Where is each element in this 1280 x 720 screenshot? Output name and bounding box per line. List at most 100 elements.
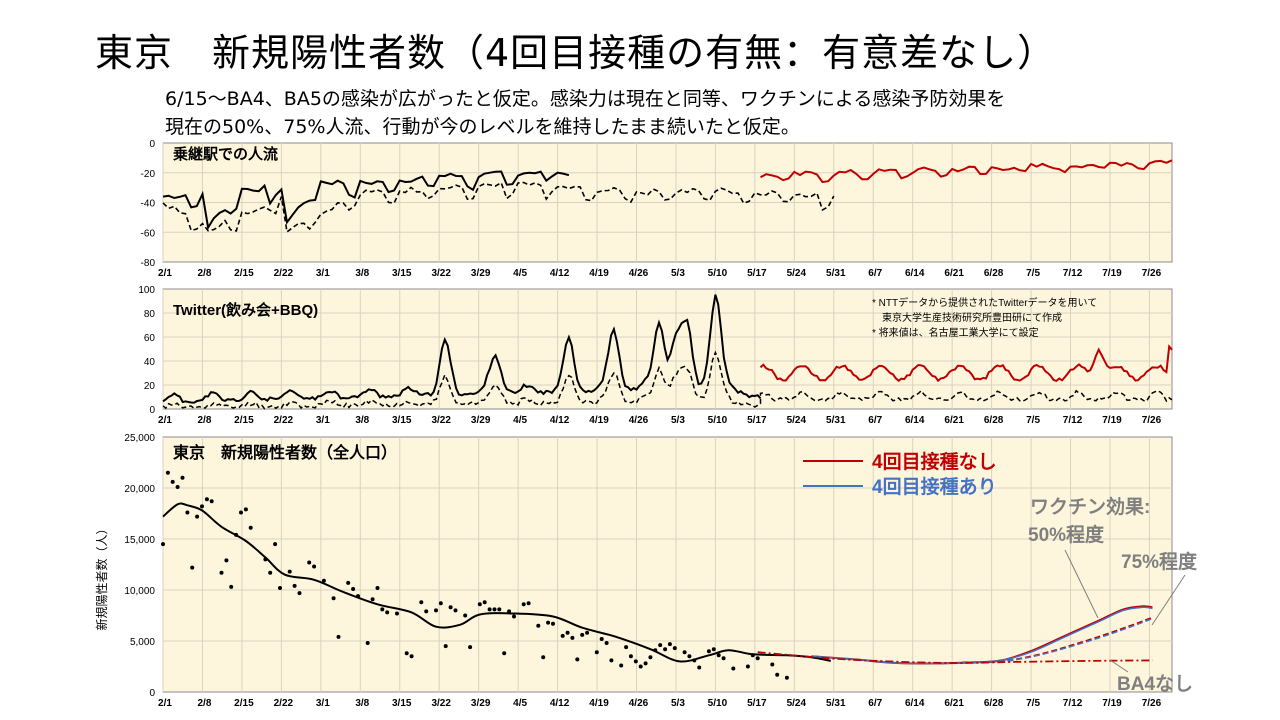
panel-0-x-tick-label: 3/15 bbox=[392, 268, 412, 279]
panel-1-x-tick-label: 4/12 bbox=[550, 415, 570, 426]
panel-1-x-tick-label: 2/1 bbox=[158, 415, 172, 426]
annotation-pointer-50 bbox=[1064, 549, 1099, 619]
case-data-point bbox=[229, 584, 234, 589]
case-data-point bbox=[200, 504, 204, 509]
panel-0-x-tick-label: 2/8 bbox=[198, 268, 212, 279]
case-data-point bbox=[380, 607, 385, 612]
case-data-point bbox=[404, 651, 409, 656]
case-data-point bbox=[565, 630, 570, 635]
panel-0-x-tick-label: 6/28 bbox=[984, 268, 1004, 279]
panel-1-title: Twitter(飲み会+BBQ) bbox=[173, 301, 318, 319]
case-data-point bbox=[721, 656, 726, 661]
panel-1-x-tick-label: 7/26 bbox=[1142, 415, 1162, 426]
panel-0-x-tick-label: 3/22 bbox=[431, 268, 451, 279]
case-data-point bbox=[682, 650, 687, 655]
panel-1-x-tick-label: 4/26 bbox=[629, 415, 649, 426]
panel-2-x-tick-label: 5/10 bbox=[708, 698, 728, 709]
panel-2-y-tick-label: 5,000 bbox=[130, 637, 155, 648]
case-data-point bbox=[453, 608, 458, 613]
annotation-effect-75: 75%程度 bbox=[1121, 550, 1198, 573]
case-data-point bbox=[312, 564, 317, 569]
panel-1-x-tick-label: 6/14 bbox=[905, 415, 925, 426]
case-data-point bbox=[585, 630, 590, 635]
panel-0-y-tick-label: -20 bbox=[141, 169, 156, 180]
case-data-point bbox=[633, 659, 638, 664]
panel-1-x-tick-label: 2/22 bbox=[274, 415, 294, 426]
case-data-point bbox=[321, 578, 326, 583]
legend-label-1: 4回目接種あり bbox=[872, 476, 997, 498]
panel-1-x-tick-label: 6/28 bbox=[984, 415, 1004, 426]
panel-0-y-tick-label: 0 bbox=[149, 139, 155, 150]
case-data-point bbox=[161, 542, 165, 547]
case-data-point bbox=[409, 654, 414, 659]
case-data-point bbox=[497, 607, 502, 612]
panel-1-x-tick-label: 6/21 bbox=[944, 415, 964, 426]
case-data-point bbox=[745, 664, 750, 669]
panel-2-title: 東京 新規陽性者数（全人口） bbox=[173, 443, 397, 462]
legend-label-0: 4回目接種なし bbox=[872, 451, 997, 473]
case-data-point bbox=[331, 596, 336, 601]
case-data-point bbox=[307, 560, 312, 565]
panel-2-x-tick-label: 2/22 bbox=[274, 698, 294, 709]
panel-1-y-tick-label: 20 bbox=[144, 381, 156, 392]
panel-0-x-tick-label: 3/29 bbox=[471, 268, 491, 279]
subtitle-line-2: 現在の50%、75%人流、行動が今のレベルを維持したまま続いたと仮定。 bbox=[165, 116, 800, 138]
case-data-point bbox=[775, 672, 780, 677]
panel-2-y-tick-label: 15,000 bbox=[124, 535, 155, 546]
twitter-note-1: * NTTデータから提供されたTwitterデータを用いて bbox=[872, 296, 1097, 309]
case-data-point bbox=[628, 654, 633, 659]
case-data-point bbox=[468, 645, 473, 650]
panel-2-x-tick-label: 3/1 bbox=[316, 698, 330, 709]
panel-1-x-tick-label: 6/7 bbox=[868, 415, 882, 426]
case-data-point bbox=[546, 620, 551, 625]
case-data-point bbox=[731, 666, 736, 671]
case-data-point bbox=[224, 558, 229, 563]
case-series-forecast-dashed bbox=[962, 616, 1153, 664]
panel-1-y-tick-label: 100 bbox=[138, 285, 155, 296]
panel-0-y-tick-label: -60 bbox=[141, 228, 156, 239]
panel-1-x-tick-label: 2/15 bbox=[234, 415, 254, 426]
twitter-note-2: 東京大学生産技術研究所豊田研にて作成 bbox=[882, 311, 1062, 324]
case-data-point bbox=[175, 485, 180, 489]
panel-1-y-tick-label: 80 bbox=[144, 309, 156, 320]
panel-0-x-tick-label: 3/1 bbox=[316, 268, 330, 279]
panel-0-x-tick-label: 4/19 bbox=[589, 268, 609, 279]
twitter-series-solid bbox=[162, 294, 762, 404]
panel-1-x-tick-label: 2/8 bbox=[198, 415, 212, 426]
panel-2-x-tick-label: 3/8 bbox=[355, 698, 369, 709]
panel-2-x-tick-label: 2/8 bbox=[198, 698, 212, 709]
panel-1-y-tick-label: 60 bbox=[144, 333, 156, 344]
case-data-point bbox=[672, 646, 677, 651]
panel-2-x-tick-label: 6/14 bbox=[905, 698, 925, 709]
case-data-point bbox=[209, 499, 214, 504]
case-data-point bbox=[706, 649, 711, 654]
panel-2-x-tick-label: 7/26 bbox=[1142, 698, 1162, 709]
case-data-point bbox=[755, 656, 760, 661]
flow-series-solid bbox=[162, 170, 570, 231]
case-data-point bbox=[195, 514, 200, 519]
case-data-point bbox=[477, 602, 482, 607]
case-data-point bbox=[365, 641, 370, 645]
case-data-point bbox=[204, 497, 209, 502]
twitter-series-dashed bbox=[162, 350, 1173, 410]
case-data-point bbox=[663, 647, 668, 652]
case-data-point bbox=[502, 651, 507, 656]
case-data-point bbox=[697, 665, 702, 670]
case-data-point bbox=[512, 614, 516, 619]
panel-2-x-tick-label: 2/1 bbox=[158, 698, 172, 709]
case-data-point bbox=[521, 602, 526, 607]
annotation-pointer-75 bbox=[1151, 574, 1186, 626]
panel-1-y-tick-label: 0 bbox=[149, 405, 155, 416]
twitter-series-forecast bbox=[759, 344, 1173, 383]
case-data-point bbox=[463, 613, 468, 618]
panel-2-y-tick-label: 25,000 bbox=[124, 433, 155, 444]
panel-1-x-tick-label: 5/31 bbox=[826, 415, 846, 426]
panel-1-x-tick-label: 7/19 bbox=[1102, 415, 1122, 426]
panel-2-y-axis-label: 新規陽性者数（人） bbox=[94, 522, 109, 630]
panel-1-x-tick-label: 7/5 bbox=[1026, 415, 1040, 426]
case-data-point bbox=[560, 633, 565, 638]
case-data-point bbox=[716, 653, 721, 658]
case-data-point bbox=[711, 647, 716, 652]
case-data-point bbox=[273, 542, 278, 547]
